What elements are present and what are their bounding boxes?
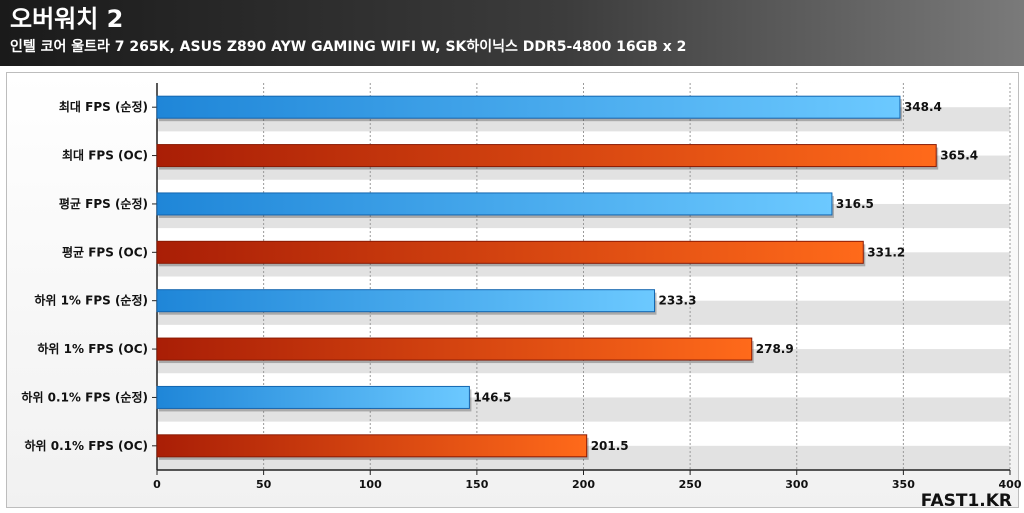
chart-title: 오버워치 2 [10,5,124,33]
x-tick-label: 350 [892,478,915,491]
chart-subtitle: 인텔 코어 울트라 7 265K, ASUS Z890 AYW GAMING W… [10,39,687,55]
category-label: 최대 FPS (순정) [59,99,148,114]
value-label: 316.5 [836,197,874,211]
category-label: 하위 1% FPS (순정) [34,293,148,308]
category-label: 평균 FPS (OC) [62,245,148,259]
x-tick-label: 50 [256,478,272,491]
category-label: 하위 1% FPS (OC) [37,341,148,356]
bar [156,385,470,409]
value-label: 365.4 [940,149,978,163]
bar [156,337,753,361]
bar [156,95,901,119]
category-label: 하위 0.1% FPS (OC) [24,438,148,453]
x-tick-label: 300 [785,478,808,491]
value-label: 331.2 [867,245,905,259]
bar [156,192,833,216]
value-label: 348.4 [904,100,942,114]
category-label: 최대 FPS (OC) [62,148,148,163]
value-label: 233.3 [659,294,697,308]
x-tick-label: 400 [999,478,1022,491]
bar [156,434,588,458]
x-tick-label: 250 [679,478,702,491]
bar [156,289,656,313]
category-label: 평균 FPS (순정) [59,196,148,211]
x-tick-label: 200 [572,478,595,491]
header-banner: 오버워치 2 인텔 코어 울트라 7 265K, ASUS Z890 AYW G… [0,0,1024,66]
brand-watermark: FAST1.KR [920,491,1012,511]
x-tick-label: 150 [465,478,488,491]
x-tick-label: 0 [153,478,161,491]
value-label: 278.9 [756,342,794,356]
value-label: 201.5 [591,439,629,453]
category-label: 하위 0.1% FPS (순정) [21,389,148,404]
value-label: 146.5 [473,390,511,404]
x-tick-label: 100 [359,478,382,491]
bar [156,240,864,264]
bar [156,144,937,168]
